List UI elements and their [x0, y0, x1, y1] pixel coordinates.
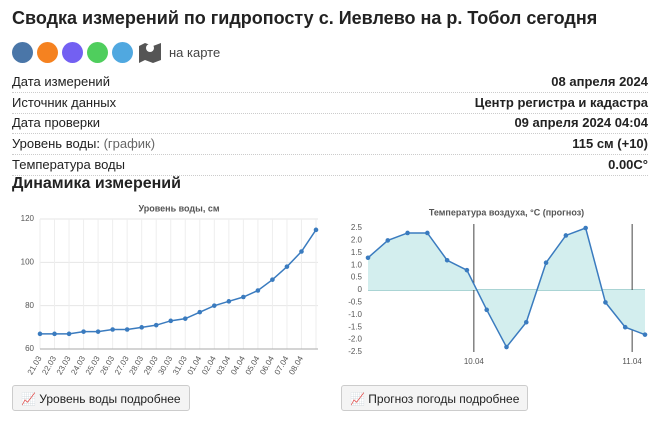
vk-icon[interactable]	[12, 41, 33, 63]
point	[52, 331, 57, 337]
row-label: Дата проверки	[12, 115, 101, 131]
point	[37, 331, 43, 337]
y-tick-label: 1.5	[351, 248, 363, 257]
point	[168, 318, 174, 324]
y-tick-label: 1.0	[351, 260, 363, 269]
info-row: Дата проверки 09 апреля 2024 04:04	[12, 113, 648, 135]
y-tick-label: 60	[25, 344, 34, 353]
y-tick-label: -1.5	[348, 322, 362, 331]
x-tick-label: 11.04	[622, 357, 642, 366]
telegram-icon[interactable]	[112, 41, 133, 63]
button-label: Прогноз погоды подробнее	[368, 392, 520, 406]
point	[95, 329, 101, 334]
point	[583, 225, 588, 231]
info-row: Уровень воды: (график) 115 см (+10)	[12, 134, 648, 156]
point	[182, 316, 188, 321]
info-row: Температура воды 0.00C°	[12, 155, 648, 176]
point	[270, 277, 275, 282]
point	[212, 303, 217, 308]
weather-button[interactable]: 📈 Прогноз погоды подробнее	[341, 385, 529, 411]
point	[385, 238, 391, 243]
chart-link[interactable]: (график)	[103, 136, 156, 152]
point	[284, 264, 290, 269]
x-tick-label: 08.04	[287, 354, 305, 376]
point	[464, 267, 470, 273]
row-label: Температура воды	[12, 156, 125, 172]
chart-title: Температура воздуха, °C (прогноз)	[429, 207, 584, 217]
x-tick-label: 10.04	[464, 357, 485, 366]
area	[368, 228, 645, 348]
info-row: Дата измерений 08 апреля 2024	[12, 72, 648, 93]
y-tick-label: 120	[21, 214, 35, 223]
share-bar: на карте	[12, 40, 220, 64]
point	[255, 288, 261, 293]
row-value: 08 апреля 2024	[551, 74, 648, 89]
row-value: 0.00C°	[608, 156, 648, 172]
point	[124, 327, 130, 332]
point	[444, 257, 450, 263]
info-row: Источник данных Центр регистра и кадастра	[12, 93, 648, 114]
point	[153, 322, 159, 328]
point	[66, 331, 72, 337]
page-title: Сводка измерений по гидропосту с. Иевлев…	[12, 8, 598, 28]
row-value: Центр регистра и кадастра	[474, 94, 648, 110]
row-label: Источник данных	[12, 94, 117, 110]
map-link[interactable]: на карте	[169, 44, 221, 60]
water-button[interactable]: 📈 Уровень воды подробнее	[12, 385, 190, 411]
point	[563, 233, 569, 238]
point	[425, 230, 430, 236]
ok-icon[interactable]	[37, 41, 58, 63]
point	[313, 227, 319, 233]
point	[139, 325, 144, 330]
row-value: 115 см (+10)	[572, 136, 648, 152]
point	[622, 324, 628, 330]
point	[603, 300, 608, 305]
y-tick-label: 2.0	[351, 236, 363, 245]
point	[484, 307, 490, 313]
point	[504, 344, 509, 350]
point	[543, 260, 549, 266]
whatsapp-icon[interactable]	[87, 41, 108, 63]
point	[365, 255, 371, 261]
y-tick-label: 100	[21, 257, 35, 266]
row-label: Дата измерений	[12, 74, 110, 89]
y-tick-label: 0.5	[351, 273, 363, 282]
point	[405, 230, 410, 236]
y-tick-label: 80	[25, 301, 34, 310]
point	[241, 294, 246, 300]
line	[40, 229, 317, 335]
button-label: Уровень воды подробнее	[39, 392, 181, 406]
point	[299, 249, 304, 254]
section-title: Динамика измерений	[12, 175, 181, 192]
y-tick-label: 2.5	[351, 223, 363, 232]
y-tick-label: -0.5	[348, 298, 362, 307]
point	[523, 319, 529, 325]
row-value: 09 апреля 2024 04:04	[514, 115, 648, 131]
y-tick-label: 0	[358, 285, 363, 294]
point	[81, 329, 86, 334]
y-tick-label: -2.0	[348, 335, 362, 344]
charts: Уровень воды, см608010012021.0322.0323.0…	[21, 203, 648, 376]
point	[197, 309, 203, 315]
point	[226, 299, 232, 304]
y-tick-label: -1.0	[348, 310, 362, 319]
point	[110, 327, 115, 332]
point	[642, 332, 648, 337]
viber-icon[interactable]	[62, 41, 83, 63]
chart-title: Уровень воды, см	[139, 203, 220, 213]
map-icon[interactable]	[137, 40, 163, 64]
row-label: Уровень воды:	[12, 136, 100, 152]
y-tick-label: -2.5	[348, 347, 362, 356]
